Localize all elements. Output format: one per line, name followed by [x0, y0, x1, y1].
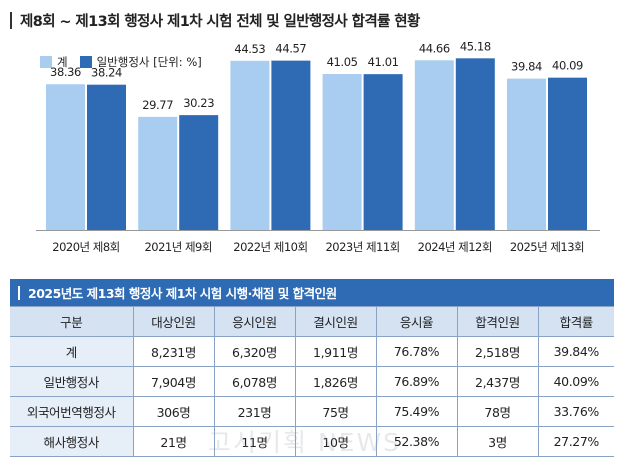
data-label: 45.18 [460, 39, 491, 53]
data-label: 41.05 [327, 55, 358, 69]
table-title: 2025년도 제13회 행정사 제1차 시험 시행·채점 및 합격인원 [28, 286, 337, 301]
bar-general [271, 60, 311, 230]
data-label: 41.01 [368, 55, 399, 69]
title-accent-bar [10, 12, 12, 29]
legend-swatch-total [40, 56, 52, 68]
table-cell: 78명 [456, 396, 539, 427]
column-header: 대상인원 [132, 306, 215, 337]
chart-legend: 계 일반행정사 [단위: %] [40, 54, 214, 70]
table-cell: 6,320명 [213, 336, 296, 367]
data-label: 38.36 [50, 65, 81, 79]
bar-general [179, 115, 219, 230]
row-header: 일반행정사 [10, 366, 134, 397]
x-tick-label: 2025년 제13회 [510, 240, 584, 254]
table-cell: 231명 [213, 396, 296, 427]
table-cell: 52.38% [375, 426, 458, 457]
table-cell: 75명 [294, 396, 377, 427]
table-cell: 76.89% [375, 366, 458, 397]
table-cell: 3명 [456, 426, 539, 457]
bar-general [455, 58, 495, 230]
table-title-accent [18, 285, 20, 300]
table-cell: 6,078명 [213, 366, 296, 397]
legend-item-general: 일반행정사 [단위: %] [79, 54, 202, 70]
bar-total [322, 74, 362, 230]
table-cell: 75.49% [375, 396, 458, 427]
table-cell: 21명 [132, 426, 215, 457]
table-cell: 306명 [132, 396, 215, 427]
x-tick-label: 2023년 제11회 [325, 240, 399, 254]
bar-general [548, 77, 587, 231]
column-header: 응시율 [375, 306, 458, 337]
legend-swatch-general [79, 56, 92, 68]
bar-total [507, 78, 546, 230]
row-header: 계 [10, 336, 134, 367]
results-table: 구분 대상인원 응시인원 결시인원 응시율 합격인원 합격률 계 8,231명 … [10, 306, 614, 457]
table-cell: 76.78% [375, 336, 458, 367]
page-title: 제8회 ~ 제13회 행정사 제1차 시험 전체 및 일반행정사 합격률 현황 [20, 14, 420, 30]
bar-total [46, 84, 85, 231]
table-cell: 40.09% [537, 366, 614, 397]
column-header: 결시인원 [294, 306, 377, 337]
table-cell: 27.27% [537, 426, 614, 457]
table-cell: 1,826명 [294, 366, 377, 397]
bar-chart: 38.36 38.24 2020년 제8회 29.77 30.23 2021년 제9회 44… [36, 39, 600, 254]
data-label: 39.84 [511, 60, 542, 74]
row-header: 해사행정사 [10, 426, 134, 457]
table-cell: 7,904명 [132, 366, 215, 397]
table-row: 일반행정사 7,904명 6,078명 1,826명 76.89% 2,437명… [10, 366, 614, 397]
bar-total [230, 60, 270, 231]
data-label: 44.66 [419, 41, 450, 55]
column-header: 합격인원 [456, 306, 539, 337]
x-tick-label: 2020년 제8회 [52, 240, 119, 254]
data-label: 38.24 [91, 66, 122, 80]
x-tick-label: 2022년 제10회 [233, 240, 307, 254]
table-row: 해사행정사 21명 11명 10명 52.38% 3명 27.27% [10, 426, 614, 457]
bar-general [87, 84, 126, 230]
data-label: 44.53 [234, 42, 265, 56]
table-title-bar: 2025년도 제13회 행정사 제1차 시험 시행·채점 및 합격인원 [10, 279, 614, 306]
table-cell: 2,518명 [456, 336, 539, 367]
bar-total [414, 60, 454, 231]
row-header: 외국어번역행정사 [10, 396, 134, 427]
column-header: 구분 [10, 306, 134, 337]
data-label: 30.23 [183, 96, 214, 110]
table-header-row: 구분 대상인원 응시인원 결시인원 응시율 합격인원 합격률 [10, 306, 614, 337]
x-tick-label: 2021년 제9회 [144, 240, 211, 254]
legend-item-total: 계 [40, 54, 68, 70]
column-header: 응시인원 [213, 306, 296, 337]
data-label: 44.57 [275, 42, 306, 56]
table-cell: 33.76% [537, 396, 614, 427]
column-header: 합격률 [537, 306, 614, 337]
x-tick-label: 2024년 제12회 [418, 240, 492, 254]
data-label: 29.77 [142, 98, 173, 112]
table-row: 외국어번역행정사 306명 231명 75명 75.49% 78명 33.76% [10, 396, 614, 427]
legend-label-general: 일반행정사 [단위: %] [96, 55, 202, 69]
bar-total [138, 116, 178, 230]
bar-general [363, 74, 403, 230]
data-label: 40.09 [552, 59, 583, 73]
legend-label-total: 계 [57, 55, 68, 69]
table-cell: 1,911명 [294, 336, 377, 367]
table-row: 계 8,231명 6,320명 1,911명 76.78% 2,518명 39.… [10, 336, 614, 367]
table-cell: 8,231명 [132, 336, 215, 367]
table-cell: 10명 [294, 426, 377, 457]
table-cell: 2,437명 [456, 366, 539, 397]
table-cell: 39.84% [537, 336, 614, 367]
table-cell: 11명 [213, 426, 296, 457]
